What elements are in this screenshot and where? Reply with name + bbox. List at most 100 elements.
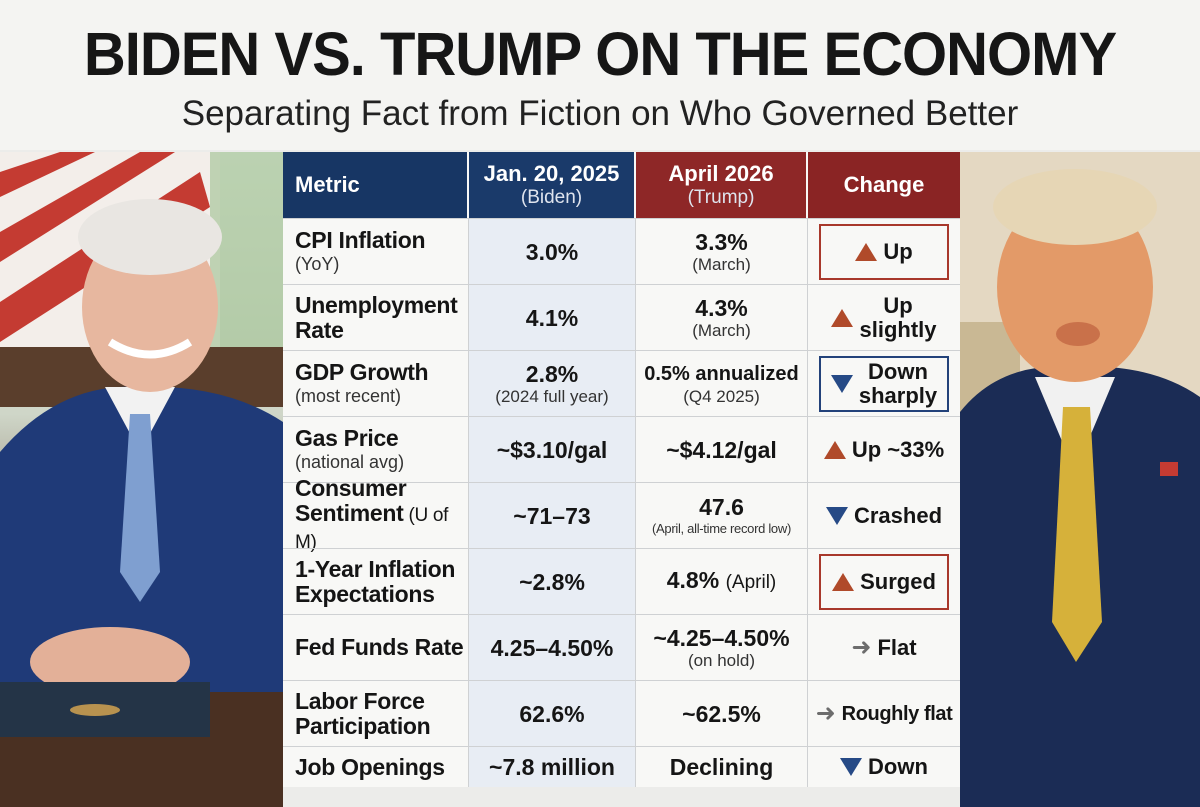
trump-photo <box>960 152 1200 807</box>
trump-value: 4.8% <box>666 567 720 593</box>
table-row-labor-force: Labor Force Participation 62.6% ~62.5% ➜… <box>283 680 960 746</box>
change-cell: Up ~33% <box>808 417 960 482</box>
change-label: Up ~33% <box>851 436 945 462</box>
change-label-2: slightly <box>859 316 937 342</box>
trump-value: ~62.5% <box>682 700 761 727</box>
metric-sublabel: (YoY) <box>295 254 340 274</box>
change-label: Up <box>883 292 913 318</box>
biden-note: (2024 full year) <box>495 386 609 406</box>
header-trump-sub: (Trump) <box>687 187 755 208</box>
header-trump: April 2026 (Trump) <box>636 152 808 218</box>
page-subtitle: Separating Fact from Fiction on Who Gove… <box>181 94 1019 133</box>
metric-cell: CPI Inflation (YoY) <box>283 219 469 284</box>
table-row-sentiment: Consumer Sentiment (U of M) ~71–73 47.6 … <box>283 476 960 553</box>
change-cell: ➜ Flat <box>808 615 960 680</box>
metric-sublabel: Participation <box>295 712 431 739</box>
metric-cell: Gas Price (national avg) <box>283 417 469 482</box>
change-cell: Up slightly <box>808 285 960 350</box>
biden-value: ~7.8 million <box>489 754 615 780</box>
metric-label: 1-Year Inflation <box>295 555 456 582</box>
biden-value: 4.1% <box>525 304 579 331</box>
change-cell: Up <box>808 219 960 284</box>
metric-sublabel: Sentiment <box>295 500 404 526</box>
change-label: Surged <box>860 568 936 594</box>
trump-photo-illustration <box>960 152 1200 807</box>
trump-cell: ~4.25–4.50% (on hold) <box>636 615 808 680</box>
metric-label: Labor Force <box>295 687 425 714</box>
metric-cell: 1-Year Inflation Expectations <box>283 549 469 614</box>
header-biden-label: Jan. 20, 2025 <box>483 161 620 186</box>
metric-cell: GDP Growth (most recent) <box>283 351 469 416</box>
change-cell: Crashed <box>808 483 960 548</box>
change-label: Flat <box>877 634 917 660</box>
trump-cell: 3.3% (March) <box>636 219 808 284</box>
trump-cell: ~$4.12/gal <box>636 417 808 482</box>
metric-sublabel-2: (U of M) <box>295 505 449 553</box>
header-metric-label: Metric <box>295 172 360 197</box>
table-row-job-openings: Job Openings ~7.8 million Declining Down <box>283 746 960 787</box>
change-label: Down <box>868 754 928 779</box>
change-indicator: ➜ Flat <box>851 634 917 660</box>
table-row-fed-funds: Fed Funds Rate 4.25–4.50% ~4.25–4.50% (o… <box>283 614 960 680</box>
header-trump-label: April 2026 <box>668 161 774 186</box>
up-icon <box>823 440 846 459</box>
metric-cell: Fed Funds Rate <box>283 615 469 680</box>
up-icon <box>831 308 854 327</box>
trump-cell: 4.8% (April) <box>636 549 808 614</box>
header: BIDEN VS. TRUMP ON THE ECONOMY Separatin… <box>0 0 1200 150</box>
trump-cell: ~62.5% <box>636 681 808 746</box>
biden-value: ~2.8% <box>519 568 585 595</box>
comparison-table: Metric Jan. 20, 2025 (Biden) April 2026 … <box>283 152 960 787</box>
trump-cell: 4.3% (March) <box>636 285 808 350</box>
biden-cell: 62.6% <box>469 681 636 746</box>
biden-cell: ~$3.10/gal <box>469 417 636 482</box>
trump-value: 47.6 <box>699 493 744 520</box>
biden-value: 3.0% <box>525 238 579 265</box>
metric-label: Consumer <box>295 475 407 501</box>
change-indicator: Down sharply <box>819 355 949 412</box>
header-metric: Metric <box>283 152 469 218</box>
trump-cell: 47.6 (April, all-time record low) <box>636 483 808 548</box>
trump-cell: 0.5% annualized (Q4 2025) <box>636 351 808 416</box>
table-row-gas: Gas Price (national avg) ~$3.10/gal ~$4.… <box>283 416 960 482</box>
change-indicator: Up ~33% <box>823 436 945 462</box>
biden-cell: 3.0% <box>469 219 636 284</box>
metric-cell: Labor Force Participation <box>283 681 469 746</box>
change-indicator: Up <box>819 223 949 280</box>
metric-sublabel: Expectations <box>295 580 435 607</box>
metric-label: CPI Inflation <box>295 227 426 253</box>
trump-note: (April) <box>725 572 777 593</box>
header-biden: Jan. 20, 2025 (Biden) <box>469 152 636 218</box>
metric-cell: Unemployment Rate <box>283 285 469 350</box>
table-row-unemployment: Unemployment Rate 4.1% 4.3% (March) Up s… <box>283 284 960 350</box>
metric-cell: Consumer Sentiment (U of M) <box>283 476 469 553</box>
biden-cell: ~71–73 <box>469 483 636 548</box>
change-label: Down <box>868 358 928 384</box>
down-icon <box>840 758 863 776</box>
metric-label: Job Openings <box>295 753 445 780</box>
trump-note: (March) <box>692 254 751 274</box>
change-indicator: ➜ Roughly flat <box>815 699 953 727</box>
change-indicator: Crashed <box>825 503 942 528</box>
biden-cell: 2.8% (2024 full year) <box>469 351 636 416</box>
trump-note: (March) <box>692 320 751 340</box>
metric-label: Unemployment <box>295 291 458 318</box>
biden-value: ~71–73 <box>513 502 591 529</box>
biden-value: 62.6% <box>519 700 585 727</box>
trump-value: ~$4.12/gal <box>666 436 777 463</box>
down-icon <box>830 374 853 393</box>
down-icon <box>825 506 848 525</box>
trump-value: Declining <box>669 754 774 780</box>
right-arrow-icon: ➜ <box>815 699 836 727</box>
biden-value: 2.8% <box>525 360 579 387</box>
biden-value: ~$3.10/gal <box>496 436 608 463</box>
change-cell: Down <box>808 747 960 787</box>
change-label: Up <box>883 238 913 264</box>
header-biden-sub: (Biden) <box>520 187 583 208</box>
trump-value: 3.3% <box>695 228 748 255</box>
metric-sublabel: Rate <box>295 316 344 343</box>
metric-label: Fed Funds Rate <box>295 634 464 660</box>
up-icon <box>832 572 855 591</box>
biden-photo <box>0 152 283 807</box>
change-indicator: Surged <box>819 553 949 610</box>
